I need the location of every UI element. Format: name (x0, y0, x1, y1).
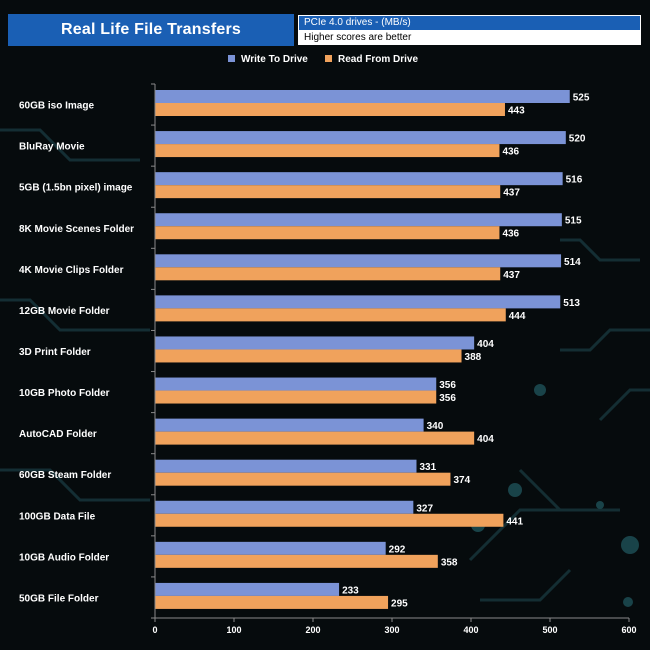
value-label: 436 (502, 229, 519, 240)
bar-write (155, 90, 570, 103)
title-box: Real Life File Transfers (8, 14, 294, 46)
value-label: 515 (565, 216, 582, 227)
legend-label-1: Read From Drive (338, 54, 418, 65)
value-label: 404 (477, 434, 494, 445)
x-tick-label: 300 (384, 625, 399, 635)
bar-write (155, 295, 561, 309)
bar-write (155, 254, 562, 268)
bar-write (155, 172, 563, 186)
bar-read (155, 595, 389, 609)
bar-read (155, 349, 462, 363)
category-label: 50GB File Folder (19, 593, 99, 604)
value-label: 513 (563, 298, 580, 309)
note-box: Higher scores are better (298, 31, 641, 45)
value-label: 404 (477, 339, 494, 350)
category-label: 4K Movie Clips Folder (19, 265, 124, 276)
legend-label-0: Write To Drive (241, 54, 308, 65)
category-label: 100GB Data File (19, 511, 96, 522)
value-label: 331 (419, 462, 436, 473)
chart-subtitle: PCIe 4.0 drives - (MB/s) (304, 17, 411, 28)
category-label: 12GB Movie Folder (19, 306, 110, 317)
category-label: 60GB Steam Folder (19, 470, 111, 481)
bar-read (155, 472, 451, 486)
value-label: 444 (509, 311, 526, 322)
value-label: 514 (564, 257, 581, 268)
bar-write (155, 418, 424, 432)
value-label: 443 (508, 106, 525, 117)
value-label: 356 (439, 380, 456, 391)
category-label: 10GB Photo Folder (19, 388, 110, 399)
value-label: 292 (389, 544, 406, 555)
category-label: 8K Movie Scenes Folder (19, 224, 134, 235)
value-label: 233 (342, 585, 359, 596)
bar-read (155, 185, 501, 199)
bar-read (155, 554, 438, 568)
value-label: 327 (416, 503, 433, 514)
x-tick-label: 600 (621, 625, 636, 635)
x-tick-label: 500 (542, 625, 557, 635)
bar-write (155, 541, 386, 555)
bar-read (155, 308, 506, 322)
category-label: 5GB (1.5bn pixel) image (19, 183, 133, 194)
value-label: 295 (391, 598, 408, 609)
value-label: 520 (569, 134, 586, 145)
value-label: 437 (503, 270, 520, 281)
bar-write (155, 213, 562, 227)
category-label: 10GB Audio Folder (19, 552, 109, 563)
bar-write (155, 582, 340, 596)
chart-title: Real Life File Transfers (61, 21, 241, 38)
bar-read (155, 431, 475, 445)
x-tick-label: 200 (305, 625, 320, 635)
value-label: 525 (573, 93, 590, 104)
category-label: AutoCAD Folder (19, 429, 97, 440)
bar-read (155, 513, 504, 527)
bar-read (155, 267, 501, 281)
value-label: 441 (506, 516, 523, 527)
x-tick-label: 400 (463, 625, 478, 635)
value-label: 516 (566, 175, 583, 186)
bar-read (155, 390, 437, 404)
subtitle-box: PCIe 4.0 drives - (MB/s) (298, 15, 641, 31)
bar-write (155, 377, 437, 391)
bar-write (155, 459, 417, 473)
value-label: 340 (427, 421, 444, 432)
bar-read (155, 226, 500, 240)
bar-write (155, 131, 566, 145)
value-label: 388 (465, 352, 482, 363)
bar-write (155, 336, 475, 350)
bar-write (155, 500, 414, 514)
category-label: 3D Print Folder (19, 347, 91, 358)
value-label: 436 (502, 147, 519, 158)
legend-swatch-0 (228, 55, 235, 62)
legend-swatch-1 (325, 55, 332, 62)
value-label: 374 (453, 475, 470, 486)
chart-note: Higher scores are better (304, 32, 412, 43)
value-label: 358 (441, 557, 458, 568)
value-label: 356 (439, 393, 456, 404)
bar-read (155, 144, 500, 158)
value-label: 437 (503, 188, 520, 199)
x-tick-label: 100 (226, 625, 241, 635)
bar-read (155, 103, 505, 116)
x-tick-label: 0 (152, 625, 157, 635)
category-label: BluRay Movie (19, 142, 85, 153)
category-label: 60GB iso Image (19, 101, 94, 112)
